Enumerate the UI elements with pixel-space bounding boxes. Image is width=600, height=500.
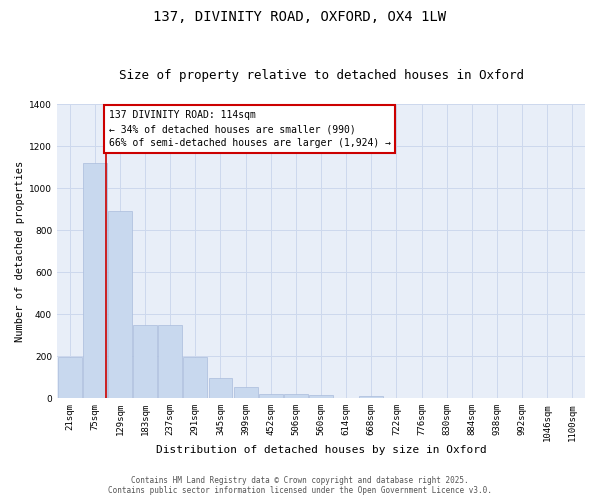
Y-axis label: Number of detached properties: Number of detached properties bbox=[15, 160, 25, 342]
Text: 137 DIVINITY ROAD: 114sqm
← 34% of detached houses are smaller (990)
66% of semi: 137 DIVINITY ROAD: 114sqm ← 34% of detac… bbox=[109, 110, 391, 148]
Bar bbox=[133, 325, 157, 398]
Bar bbox=[259, 394, 283, 398]
Bar bbox=[108, 211, 132, 398]
Bar bbox=[83, 163, 107, 398]
Bar bbox=[184, 358, 207, 399]
Text: Contains HM Land Registry data © Crown copyright and database right 2025.
Contai: Contains HM Land Registry data © Crown c… bbox=[108, 476, 492, 495]
X-axis label: Distribution of detached houses by size in Oxford: Distribution of detached houses by size … bbox=[155, 445, 487, 455]
Title: Size of property relative to detached houses in Oxford: Size of property relative to detached ho… bbox=[119, 69, 524, 82]
Bar bbox=[233, 387, 257, 398]
Bar bbox=[284, 394, 308, 398]
Bar bbox=[309, 395, 333, 398]
Text: 137, DIVINITY ROAD, OXFORD, OX4 1LW: 137, DIVINITY ROAD, OXFORD, OX4 1LW bbox=[154, 10, 446, 24]
Bar bbox=[359, 396, 383, 398]
Bar bbox=[209, 378, 232, 398]
Bar bbox=[58, 358, 82, 399]
Bar bbox=[158, 325, 182, 398]
